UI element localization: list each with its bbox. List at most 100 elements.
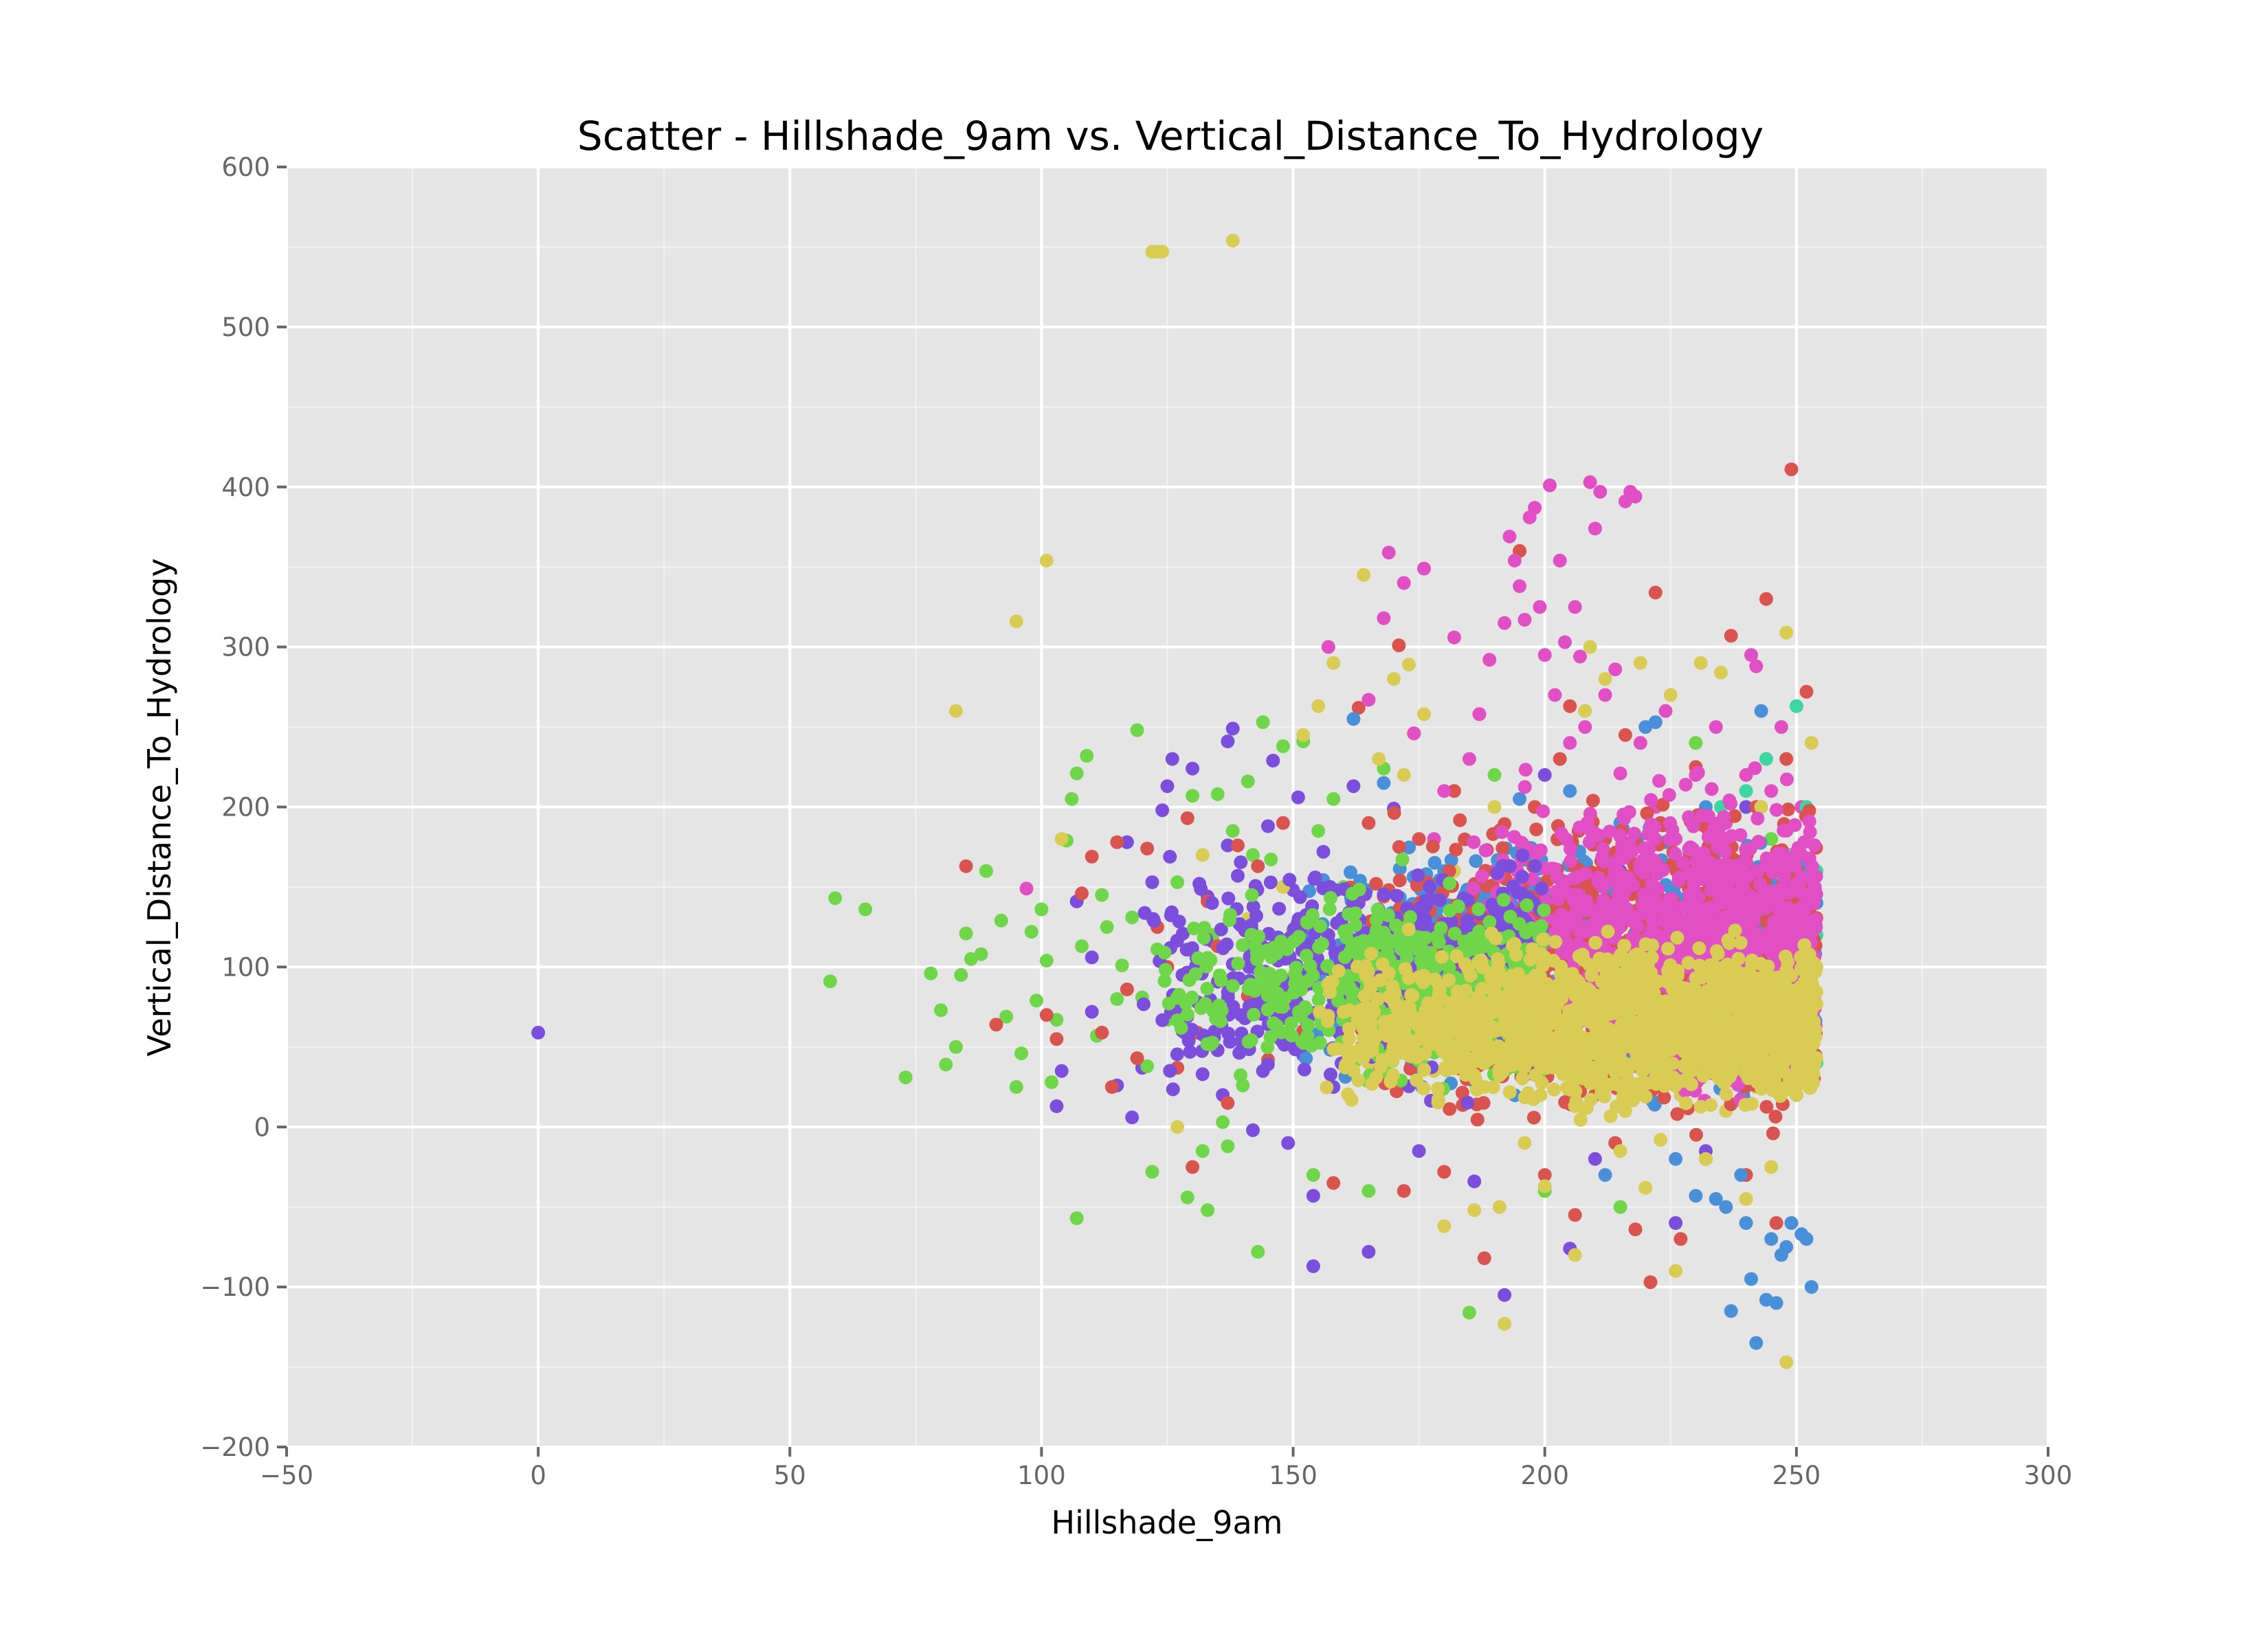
data-point xyxy=(1104,1080,1119,1094)
data-point xyxy=(1654,1132,1668,1147)
data-point xyxy=(1291,790,1305,805)
data-point xyxy=(1326,792,1341,806)
data-point xyxy=(1648,715,1663,730)
data-point xyxy=(1322,902,1337,917)
data-point xyxy=(1479,939,1493,953)
data-point xyxy=(1019,882,1034,896)
data-point xyxy=(1670,912,1685,926)
data-point xyxy=(1633,655,1647,670)
data-point xyxy=(1181,1007,1194,1022)
data-point xyxy=(1213,1014,1227,1029)
data-point xyxy=(1496,893,1511,907)
data-point xyxy=(1611,885,1625,899)
data-point xyxy=(1724,829,1739,843)
data-point xyxy=(1155,1013,1170,1027)
data-point xyxy=(954,968,968,982)
data-point xyxy=(1597,854,1611,868)
data-point xyxy=(1662,788,1676,802)
data-point xyxy=(1668,846,1682,861)
data-point xyxy=(1387,806,1401,820)
data-point xyxy=(1487,901,1502,915)
data-point xyxy=(1465,931,1480,945)
data-point xyxy=(1779,823,1794,838)
data-point xyxy=(1749,659,1764,673)
data-point xyxy=(1282,873,1297,887)
data-point xyxy=(1779,625,1794,640)
data-point xyxy=(1744,648,1758,662)
data-point xyxy=(1498,1288,1512,1302)
data-point xyxy=(1578,704,1592,718)
data-point xyxy=(1039,1008,1054,1022)
data-point xyxy=(1244,928,1258,942)
data-point xyxy=(1764,784,1779,798)
data-point xyxy=(1657,1090,1671,1105)
data-point xyxy=(1553,752,1567,766)
data-point xyxy=(1665,823,1680,837)
data-point xyxy=(1689,736,1703,750)
data-point xyxy=(1390,888,1404,903)
data-point xyxy=(1528,859,1542,873)
data-point xyxy=(1285,1029,1299,1043)
data-point xyxy=(1802,814,1816,829)
data-point xyxy=(1208,1024,1222,1038)
data-point xyxy=(1293,890,1307,904)
data-point xyxy=(1533,1088,1548,1102)
data-point xyxy=(1535,882,1549,896)
data-point xyxy=(1443,876,1457,890)
data-point xyxy=(1738,854,1753,868)
data-point xyxy=(1115,958,1129,972)
data-point xyxy=(1777,859,1792,873)
data-point xyxy=(1588,1152,1602,1166)
data-point xyxy=(1476,1096,1491,1110)
data-point xyxy=(1024,925,1038,939)
data-point xyxy=(1709,1192,1723,1206)
data-point xyxy=(1543,478,1557,493)
data-point xyxy=(1397,1184,1411,1198)
data-point xyxy=(1241,774,1255,789)
data-point xyxy=(1625,844,1639,859)
data-point xyxy=(1246,899,1260,914)
data-point xyxy=(1306,1168,1320,1182)
data-point xyxy=(1764,1232,1779,1246)
data-point xyxy=(1287,985,1301,1000)
data-point xyxy=(1231,956,1245,971)
data-point xyxy=(974,947,988,961)
data-point xyxy=(1583,640,1597,654)
data-point xyxy=(1797,903,1812,917)
data-point xyxy=(1694,903,1709,917)
data-point xyxy=(1714,665,1728,680)
data-point xyxy=(1221,1096,1235,1110)
data-point xyxy=(1125,910,1139,925)
data-point xyxy=(1225,978,1240,993)
data-point xyxy=(1205,896,1219,910)
data-point xyxy=(1427,855,1442,870)
data-point xyxy=(1397,767,1411,782)
data-point xyxy=(1417,911,1432,926)
data-point xyxy=(1221,1139,1235,1154)
data-point xyxy=(1306,968,1320,983)
data-point xyxy=(1034,902,1049,917)
data-point xyxy=(1369,877,1383,891)
data-point xyxy=(1306,1189,1320,1203)
data-point xyxy=(1798,915,1812,929)
data-point xyxy=(1174,1021,1188,1035)
data-point xyxy=(1652,774,1666,788)
data-point xyxy=(959,859,973,873)
data-point xyxy=(1212,968,1227,983)
data-point xyxy=(989,1018,1003,1032)
data-point xyxy=(1447,784,1461,798)
data-point xyxy=(1186,789,1200,803)
data-point xyxy=(1414,953,1428,967)
data-point xyxy=(1361,1244,1376,1259)
data-point xyxy=(1348,918,1363,932)
data-point xyxy=(1147,914,1161,928)
data-point xyxy=(1423,945,1438,960)
data-point xyxy=(1781,803,1795,816)
data-point xyxy=(1724,1304,1738,1319)
data-point xyxy=(1471,902,1486,917)
data-point xyxy=(1486,1080,1500,1095)
data-point xyxy=(1380,945,1394,959)
data-point xyxy=(1009,614,1023,629)
data-point xyxy=(1014,1046,1029,1061)
data-point xyxy=(1412,1144,1426,1158)
